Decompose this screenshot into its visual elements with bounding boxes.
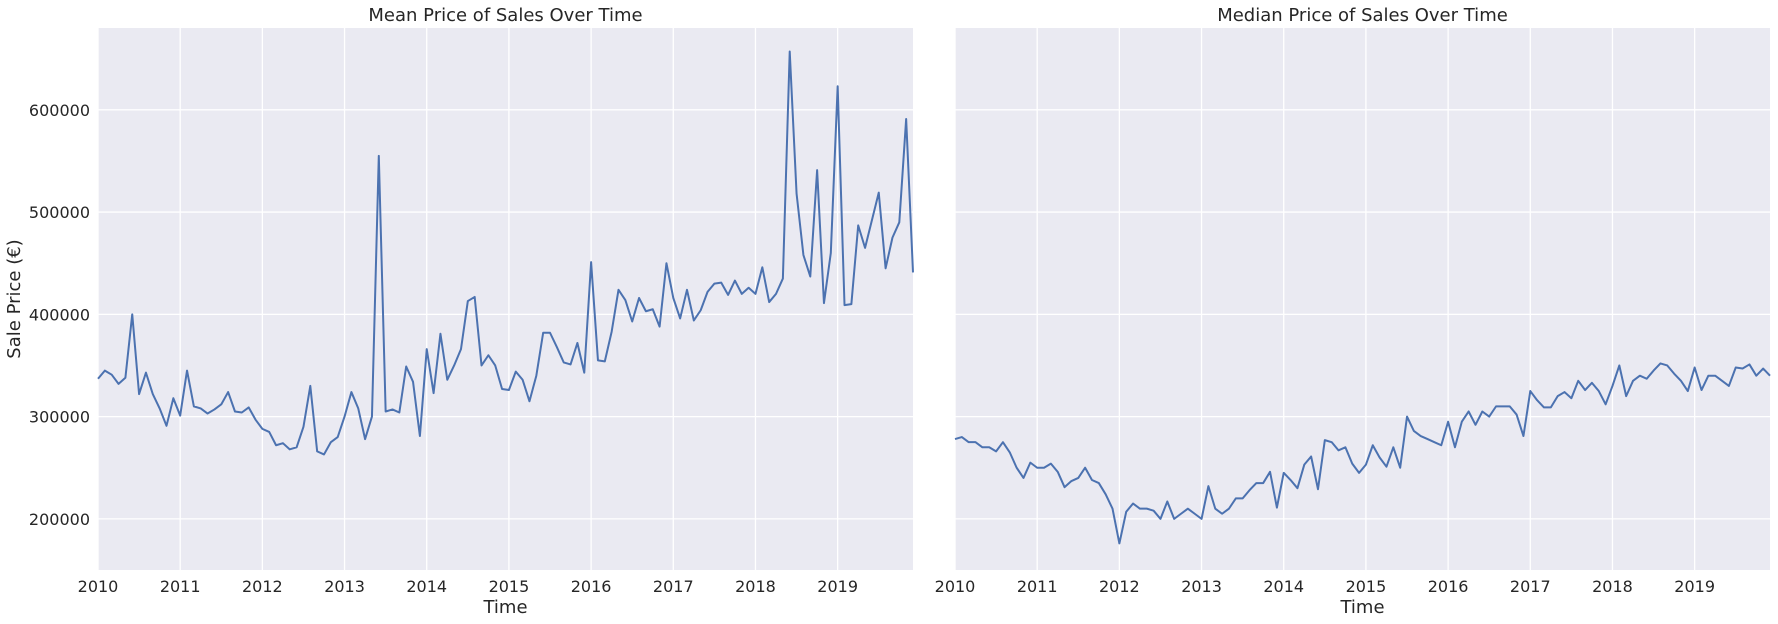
median-price-chart: 2010 2011 2012 2013 2014 2015 2016 2017 2018 2019…: [935, 5, 1771, 618]
x-tick-label: 2014: [406, 577, 447, 596]
gridlines-median: [954, 28, 1770, 570]
mean-chart-title: Mean Price of Sales Over Time: [368, 5, 642, 26]
y-tick-label: 600000: [29, 101, 90, 120]
y-axis-label: Sale Price (€): [4, 239, 25, 358]
y-tick-label: 500000: [29, 203, 90, 222]
x-tick-label: 2011: [160, 577, 201, 596]
x-tick-label: 2016: [571, 577, 612, 596]
mean-x-axis-label: Time: [482, 597, 527, 618]
x-tick-label: 2010: [78, 577, 119, 596]
y-tick-label: 300000: [29, 408, 90, 427]
x-tick-label: 2015: [489, 577, 530, 596]
mean-price-line: [97, 50, 914, 456]
x-tick-label: 2011: [1017, 577, 1058, 596]
x-tick-label: 2013: [1181, 577, 1222, 596]
median-x-axis-label: Time: [1339, 597, 1384, 618]
x-tick-label: 2018: [1592, 577, 1633, 596]
x-tick-label: 2013: [324, 577, 365, 596]
y-tick-label: 200000: [29, 510, 90, 529]
x-tick-label: 2019: [1674, 577, 1715, 596]
gridlines-mean: [97, 28, 913, 570]
x-tick-label: 2014: [1263, 577, 1304, 596]
median-price-line: [954, 362, 1771, 545]
x-tick-labels-mean: 2010 2011 2012 2013 2014 2015 2016 2017 2018 2019: [78, 577, 858, 596]
x-tick-label: 2017: [653, 577, 694, 596]
x-tick-label: 2012: [1099, 577, 1140, 596]
x-tick-label: 2015: [1346, 577, 1387, 596]
x-tick-labels-median: 2010 2011 2012 2013 2014 2015 2016 2017 2018 2019: [935, 577, 1715, 596]
x-tick-label: 2010: [935, 577, 976, 596]
y-tick-label: 400000: [29, 305, 90, 324]
median-chart-title: Median Price of Sales Over Time: [1217, 5, 1508, 26]
y-tick-labels-mean: 200000 300000 400000 500000 600000: [29, 101, 90, 529]
plot-area-mean: [98, 28, 913, 570]
x-tick-label: 2018: [735, 577, 776, 596]
x-tick-label: 2012: [242, 577, 283, 596]
x-tick-label: 2017: [1510, 577, 1551, 596]
x-tick-label: 2019: [817, 577, 858, 596]
x-tick-label: 2016: [1428, 577, 1469, 596]
